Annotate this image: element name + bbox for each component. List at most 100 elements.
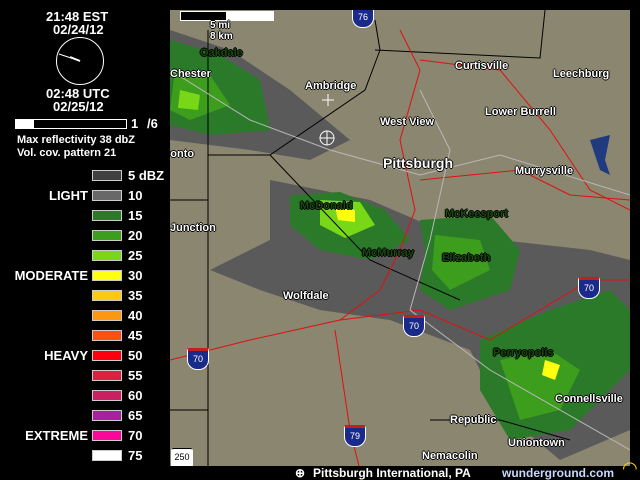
legend-category: EXTREME xyxy=(25,428,88,443)
legend-row: 25 xyxy=(0,248,170,264)
legend-row: 65 xyxy=(0,408,170,424)
city-label: Nemacolin xyxy=(422,450,478,462)
city-label: McDonald xyxy=(300,200,353,212)
radar-site-marker-icon: ⊕ xyxy=(295,466,306,480)
city-label: Perryopolis xyxy=(493,347,554,359)
local-time: 21:48 EST xyxy=(46,9,109,24)
legend-value: 65 xyxy=(128,408,143,423)
legend-swatch xyxy=(92,370,122,381)
animation-progress[interactable] xyxy=(15,119,127,129)
legend-row: 5 dBZ xyxy=(0,168,170,184)
vcp: Vol. cov. pattern 21 xyxy=(17,147,117,159)
city-label: Murrysville xyxy=(515,165,574,177)
legend-row: 40 xyxy=(0,308,170,324)
legend-swatch xyxy=(92,210,122,221)
city-label: Pittsburgh xyxy=(383,155,453,171)
info-panel: 21:48 EST 02/24/12 02:48 UTC 02/25/12 1 … xyxy=(0,0,170,480)
city-label: Lower Burrell xyxy=(485,106,556,118)
local-date: 02/24/12 xyxy=(53,22,104,37)
legend-row: 60 xyxy=(0,388,170,404)
highway-shield-79: 79 xyxy=(344,425,366,447)
legend-value: 35 xyxy=(128,288,143,303)
minor-roads xyxy=(170,69,630,451)
legend-swatch xyxy=(92,450,122,461)
legend-row: 75 xyxy=(0,448,170,464)
legend-value: 5 dBZ xyxy=(128,168,165,183)
scale-km: 8 km xyxy=(210,31,233,42)
legend-row: 45 xyxy=(0,328,170,344)
map-scale-bar xyxy=(180,11,274,21)
legend-value: 60 xyxy=(128,388,143,403)
utc-date: 02/25/12 xyxy=(53,99,104,114)
radar-site-icon xyxy=(319,94,335,146)
legend-row: 15 xyxy=(0,208,170,224)
lake-icon xyxy=(590,135,610,175)
legend-value: 50 xyxy=(128,348,143,363)
legend-row: 50 HEAVY xyxy=(0,348,170,364)
legend-swatch xyxy=(92,230,122,241)
city-label: Uniontown xyxy=(508,437,565,449)
legend-category: LIGHT xyxy=(49,188,88,203)
city-label: Connellsville xyxy=(555,393,623,405)
city-label: Chester xyxy=(170,68,211,80)
highway-shield-70: 70 xyxy=(187,348,209,370)
utc-time: 02:48 UTC xyxy=(46,86,110,101)
legend-category: MODERATE xyxy=(14,268,88,283)
rainbow-logo-icon: ◠ xyxy=(622,458,638,478)
legend-row: 10 LIGHT xyxy=(0,188,170,204)
legend-swatch xyxy=(92,290,122,301)
roads xyxy=(170,29,630,470)
legend-row: 70 EXTREME xyxy=(0,428,170,444)
max-reflectivity: Max reflectivity 38 dbZ xyxy=(17,134,135,146)
legend-swatch xyxy=(92,270,122,281)
city-label: McKeesport xyxy=(445,208,508,220)
city-label: Wolfdale xyxy=(283,290,329,302)
legend-swatch xyxy=(92,170,122,181)
station-name: Pittsburgh International, PA xyxy=(313,466,471,480)
legend-value: 70 xyxy=(128,428,143,443)
legend-swatch xyxy=(92,390,122,401)
legend-value: 55 xyxy=(128,368,143,383)
city-label: Leechburg xyxy=(553,68,610,80)
city-label: Elizabeth xyxy=(442,252,491,264)
legend-value: 15 xyxy=(128,208,143,223)
city-label: Republic xyxy=(450,414,497,426)
legend-value: 30 xyxy=(128,268,143,283)
clock-icon xyxy=(56,37,104,85)
city-label: Junction xyxy=(170,222,216,234)
city-label: Ambridge xyxy=(305,80,357,92)
legend-value: 25 xyxy=(128,248,143,263)
legend-value: 10 xyxy=(128,188,143,203)
legend-value: 40 xyxy=(128,308,143,323)
highway-shield-us250: 250 xyxy=(171,448,193,468)
legend-swatch xyxy=(92,190,122,201)
legend-row: 20 xyxy=(0,228,170,244)
county-borders xyxy=(170,10,571,470)
frame-total: /6 xyxy=(147,116,158,131)
legend-swatch xyxy=(92,430,122,441)
legend-swatch xyxy=(92,250,122,261)
legend-swatch xyxy=(92,410,122,421)
legend-row: 55 xyxy=(0,368,170,384)
legend-swatch xyxy=(92,310,122,321)
legend-swatch xyxy=(92,330,122,341)
legend-value: 20 xyxy=(128,228,143,243)
city-label: West View xyxy=(380,116,435,128)
radar-map[interactable]: 5 mi 8 km Chester Curtisville Leechburg Amb… xyxy=(170,10,630,470)
legend-value: 45 xyxy=(128,328,143,343)
city-label: ronto xyxy=(170,148,195,160)
legend-row: 35 xyxy=(0,288,170,304)
legend-category: HEAVY xyxy=(44,348,88,363)
footer: ⊕ Pittsburgh International, PA wundergro… xyxy=(170,458,640,480)
legend-swatch xyxy=(92,350,122,361)
highway-shield-76: 76 xyxy=(352,10,374,28)
brand-link[interactable]: wunderground.com xyxy=(502,466,614,480)
city-label: Curtisville xyxy=(455,60,509,72)
legend-value: 75 xyxy=(128,448,143,463)
highway-shield-70: 70 xyxy=(578,277,600,299)
frame-number: 1 xyxy=(131,116,139,131)
scale-mi: 5 mi xyxy=(210,20,231,31)
highway-shield-70: 70 xyxy=(403,315,425,337)
legend-row: 30 MODERATE xyxy=(0,268,170,284)
city-label: Oakdale xyxy=(200,47,243,59)
